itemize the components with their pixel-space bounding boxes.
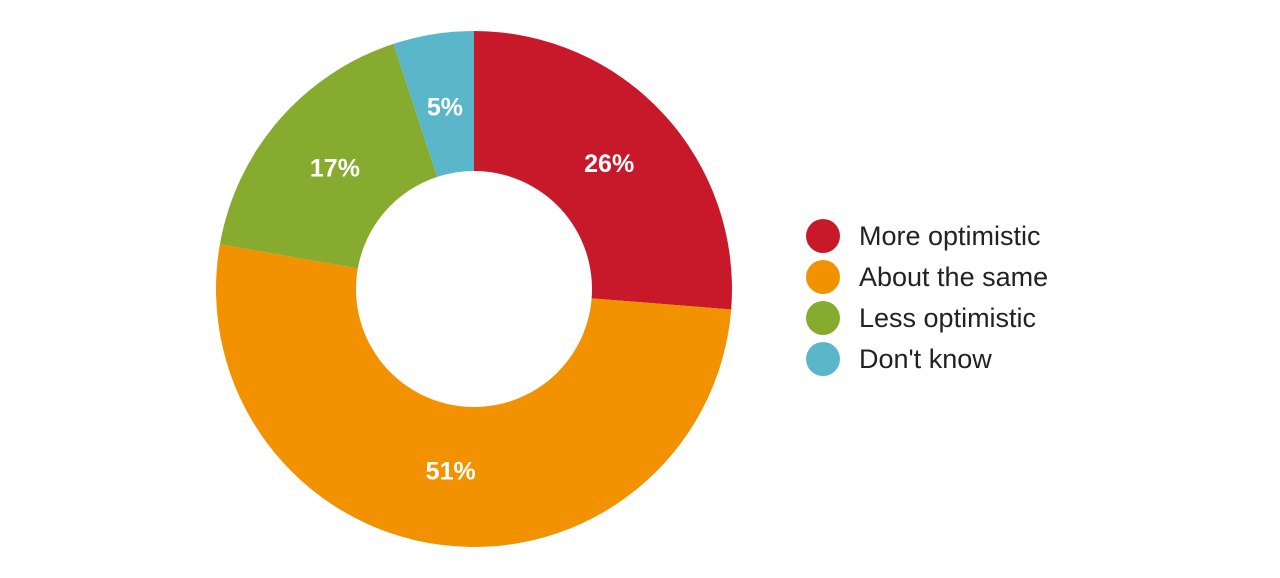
legend-swatch-about-the-same [806, 260, 840, 294]
slice-label-less-optimistic: 17% [310, 155, 360, 183]
slice-less-optimistic [219, 43, 438, 269]
slice-label-more-optimistic: 26% [584, 150, 634, 178]
slice-don-t-know [393, 31, 474, 177]
legend-label-less-optimistic: Less optimistic [859, 303, 1036, 333]
legend-label-about-the-same: About the same [859, 262, 1048, 292]
legend-swatch-more-optimistic [806, 219, 840, 253]
donut-slices [215, 31, 733, 548]
slice-about-the-same [215, 244, 732, 548]
slice-label-about-the-same: 51% [426, 458, 476, 486]
slice-more-optimistic [474, 31, 733, 310]
legend-swatch-less-optimistic [806, 301, 840, 335]
legend: More optimistic About the same Less optimi… [806, 219, 1048, 376]
legend-swatch-don-t-know [806, 342, 840, 376]
legend-label-don-t-know: Don't know [859, 344, 992, 374]
slice-labels: 26% 51% 17% 5% [310, 93, 634, 485]
legend-label-more-optimistic: More optimistic [859, 221, 1041, 251]
slice-label-don-t-know: 5% [427, 93, 463, 121]
